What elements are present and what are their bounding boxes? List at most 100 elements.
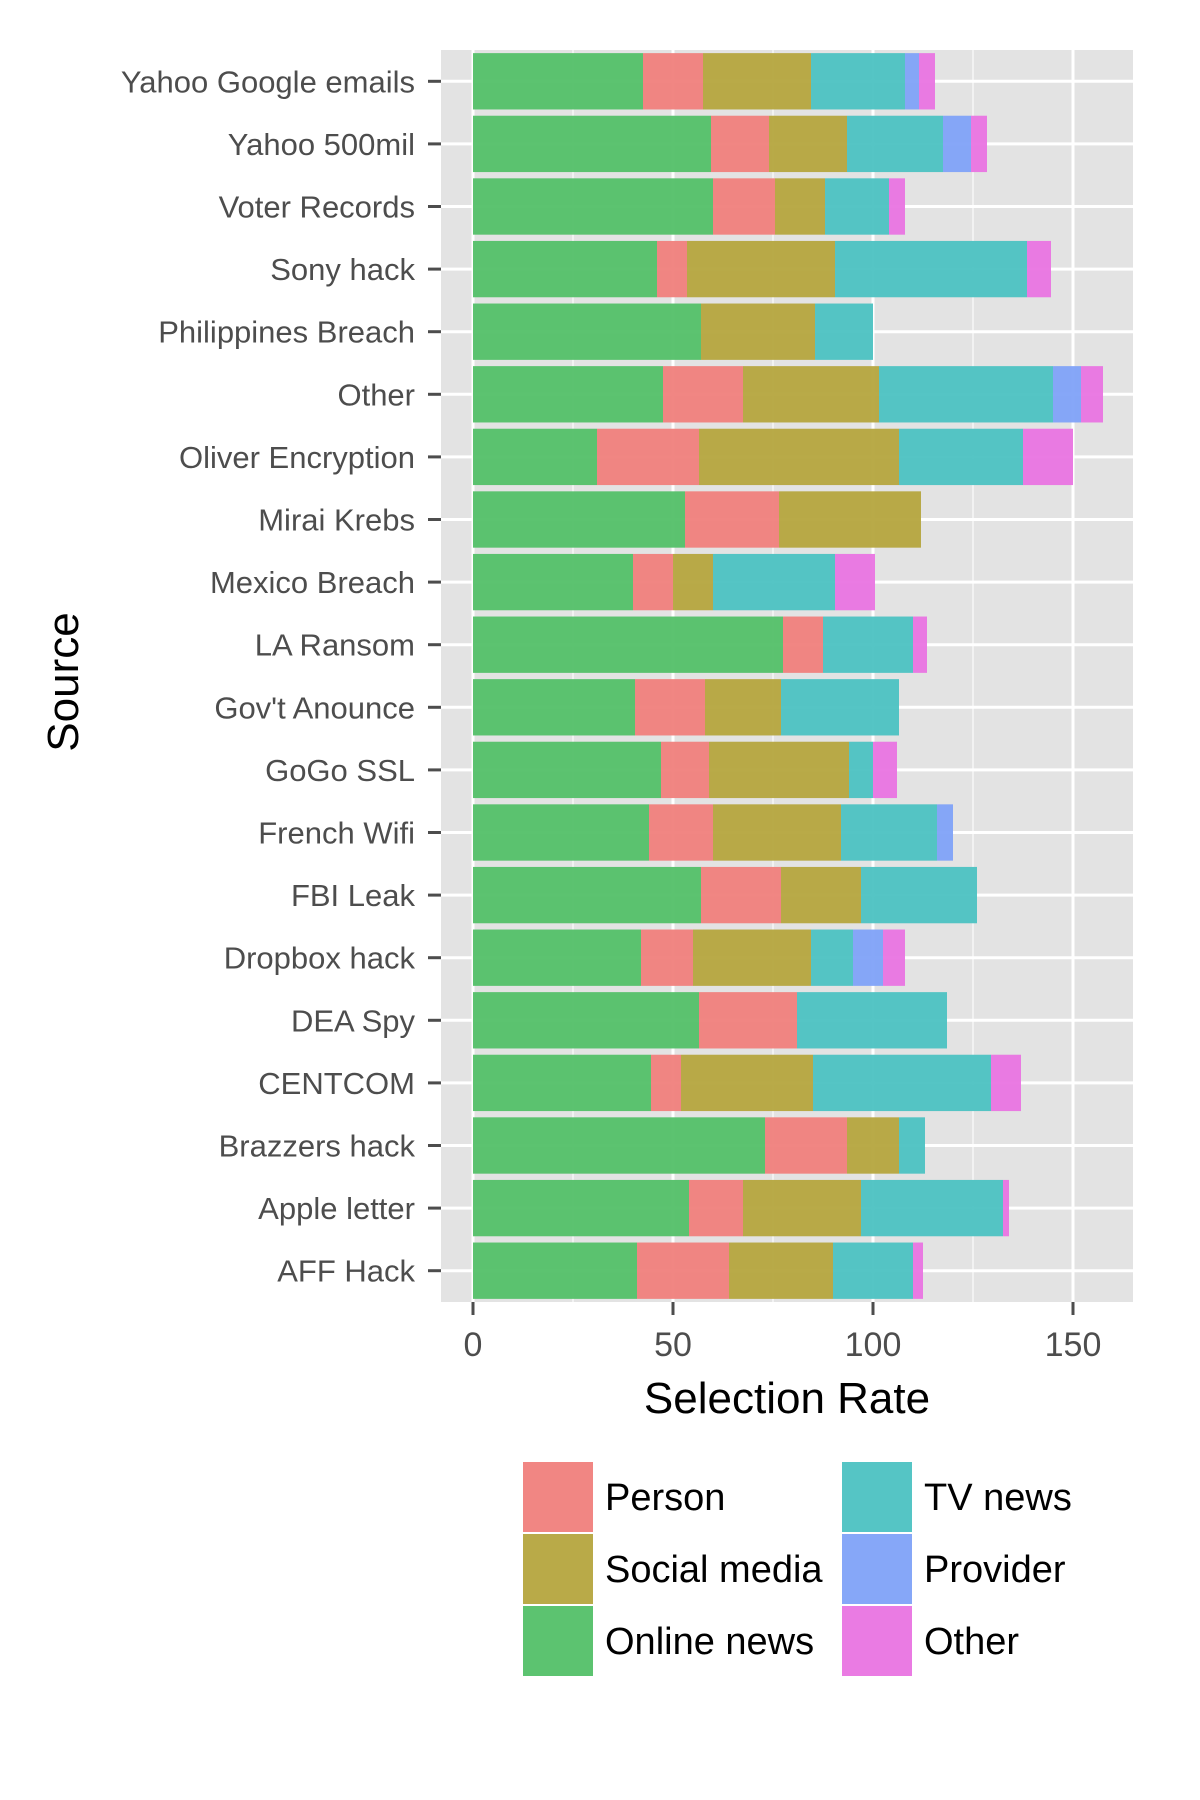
bar-segment: [473, 115, 711, 173]
bar-segment: [765, 1117, 847, 1174]
bar-segment: [991, 1054, 1021, 1112]
x-tick-label: 150: [1045, 1326, 1102, 1364]
y-tick-label: DEA Spy: [291, 1003, 416, 1038]
bar-segment: [473, 992, 699, 1049]
bar-segment: [919, 53, 935, 110]
bar-segment: [841, 804, 937, 861]
legend-label: Person: [605, 1477, 725, 1519]
bar-segment: [473, 366, 663, 423]
bar-segment: [473, 1179, 689, 1237]
y-tick-label: Yahoo 500mil: [228, 127, 415, 162]
bar-segment: [473, 866, 701, 924]
y-tick-label: Dropbox hack: [224, 941, 416, 976]
bar-segment: [689, 1179, 743, 1237]
bar-segment: [769, 115, 847, 173]
y-tick-label: GoGo SSL: [265, 753, 415, 788]
bar-segment: [473, 741, 661, 799]
bar-segment: [657, 240, 687, 298]
bar-segment: [713, 553, 835, 611]
legend-label: Provider: [924, 1549, 1066, 1591]
y-tick-label: FBI Leak: [291, 878, 416, 913]
legend-key: [523, 1462, 593, 1532]
legend-key: [842, 1534, 912, 1604]
bar-segment: [873, 741, 897, 799]
bar-segment: [835, 553, 875, 611]
bar-segment: [711, 115, 769, 173]
bar-segment: [473, 303, 701, 360]
bar-segment: [701, 303, 815, 360]
bar-segment: [473, 553, 633, 611]
legend-key: [523, 1606, 593, 1676]
bar-segment: [743, 366, 879, 423]
bar-segment: [701, 866, 781, 924]
y-tick-label: Other: [337, 377, 415, 412]
bar-segment: [709, 741, 849, 799]
y-tick-label: Voter Records: [219, 190, 415, 225]
bar-segment: [815, 303, 873, 360]
bar-segment: [781, 679, 899, 736]
bar-segment: [473, 428, 597, 486]
bar-segment: [899, 1117, 925, 1174]
bar-segment: [673, 553, 713, 611]
bar-segment: [1003, 1179, 1009, 1237]
legend-label: TV news: [924, 1477, 1072, 1519]
legend-key: [842, 1462, 912, 1532]
bar-segment: [635, 679, 705, 736]
bar-segment: [473, 1242, 637, 1299]
y-tick-label: Brazzers hack: [219, 1129, 416, 1164]
bar-segment: [849, 741, 873, 799]
bar-segment: [913, 1242, 923, 1299]
y-tick-label: Oliver Encryption: [179, 440, 415, 475]
bar-segment: [899, 428, 1023, 486]
bar-segment: [473, 804, 649, 861]
bar-segment: [473, 929, 641, 986]
bar-segment: [473, 178, 713, 235]
bar-segment: [643, 53, 703, 110]
y-tick-label: LA Ransom: [255, 628, 415, 663]
bar-segment: [811, 53, 905, 110]
bar-segment: [473, 1117, 765, 1174]
y-tick-label: Mexico Breach: [210, 565, 415, 600]
bar-segment: [713, 178, 775, 235]
bar-segment: [1053, 366, 1081, 423]
bar-segment: [883, 929, 905, 986]
legend-label: Other: [924, 1621, 1019, 1663]
bar-segment: [597, 428, 699, 486]
bar-segment: [473, 1054, 651, 1112]
x-tick-label: 50: [654, 1326, 692, 1364]
legend-label: Online news: [605, 1621, 814, 1663]
plot-panel: [441, 50, 1133, 1302]
y-tick-label: Mirai Krebs: [258, 503, 415, 538]
bars: [473, 53, 1103, 1299]
legend-key: [523, 1534, 593, 1604]
bar-segment: [729, 1242, 833, 1299]
bar-segment: [699, 428, 899, 486]
bar-segment: [473, 491, 685, 548]
legend-key: [842, 1606, 912, 1676]
bar-segment: [473, 53, 643, 110]
legend: Person Social media Online news TV news Prov…: [523, 1462, 1072, 1676]
bar-segment: [811, 929, 853, 986]
bar-segment: [1081, 366, 1103, 423]
bar-segment: [713, 804, 841, 861]
bar-segment: [835, 240, 1027, 298]
y-tick-label: Yahoo Google emails: [121, 64, 415, 99]
bar-segment: [781, 866, 861, 924]
bar-segment: [825, 178, 889, 235]
x-axis: 0 50 100 150: [464, 1302, 1102, 1364]
bar-segment: [743, 1179, 861, 1237]
bar-segment: [905, 53, 919, 110]
bar-segment: [699, 992, 797, 1049]
bar-segment: [971, 115, 987, 173]
bar-segment: [861, 1179, 1003, 1237]
bar-segment: [633, 553, 673, 611]
bar-segment: [637, 1242, 729, 1299]
bar-segment: [913, 616, 927, 673]
y-tick-label: French Wifi: [258, 816, 415, 851]
y-tick-label: Philippines Breach: [158, 315, 415, 350]
y-tick-label: Apple letter: [258, 1191, 415, 1226]
bar-segment: [703, 53, 811, 110]
bar-segment: [1023, 428, 1073, 486]
bar-segment: [861, 866, 977, 924]
